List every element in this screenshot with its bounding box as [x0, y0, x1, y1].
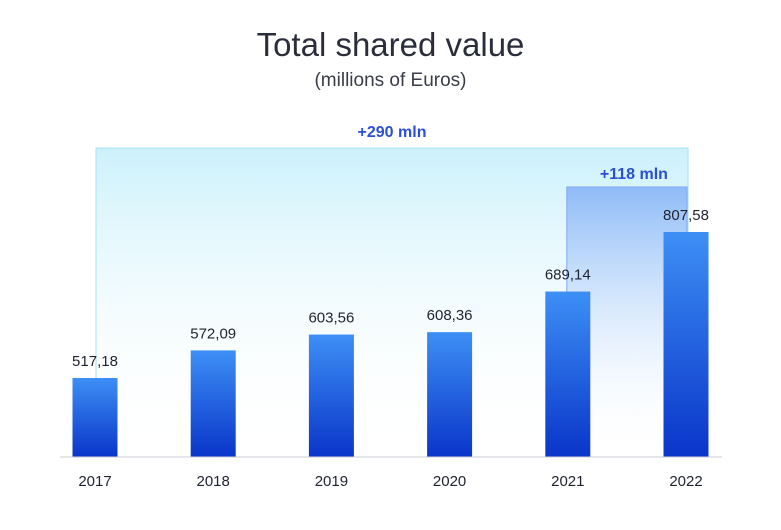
chart-subtitle: (millions of Euros): [314, 70, 467, 91]
bar-2020: [427, 332, 473, 457]
x-tick-label-2018: 2018: [197, 473, 230, 490]
x-tick-label-2022: 2022: [669, 473, 702, 490]
chart-title: Total shared value: [256, 26, 525, 63]
value-label-2017: 517,18: [72, 353, 118, 370]
value-label-2020: 608,36: [427, 307, 473, 324]
x-tick-label-2019: 2019: [315, 473, 348, 490]
value-label-2021: 689,14: [545, 267, 591, 284]
bar-2017: [72, 378, 118, 457]
annotation-label-0: +290 mln: [358, 124, 427, 141]
x-tick-label-2020: 2020: [433, 473, 466, 490]
x-tick-label-2021: 2021: [551, 473, 584, 490]
bar-2019: [308, 334, 354, 457]
value-label-2019: 603,56: [308, 310, 354, 327]
value-label-2018: 572,09: [190, 325, 236, 342]
annotation-label-1: +118 mln: [600, 166, 668, 183]
bar-2022: [663, 232, 709, 457]
bar-2021: [545, 291, 591, 457]
value-label-2022: 807,58: [663, 207, 709, 224]
bar-2018: [190, 350, 236, 457]
x-tick-label-2017: 2017: [78, 473, 111, 490]
